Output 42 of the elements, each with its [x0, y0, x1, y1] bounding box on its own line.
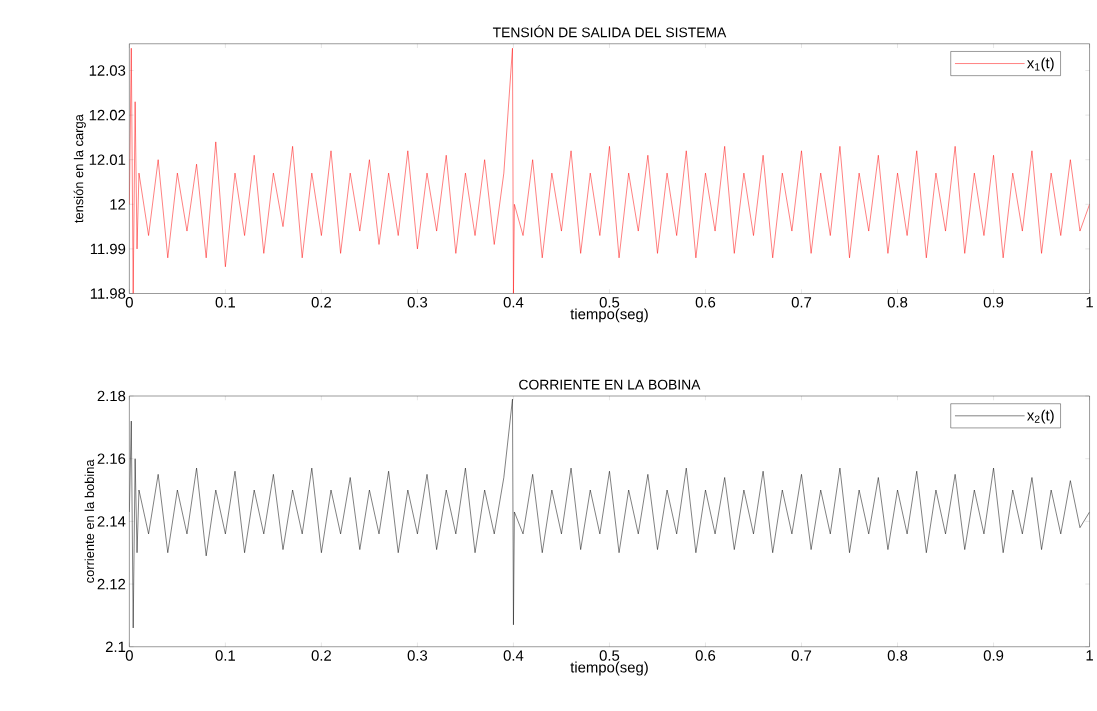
x-tick-label: 0.1 [215, 296, 235, 308]
chart-title: TENSIÓN DE SALIDA DEL SISTEMA [492, 24, 727, 38]
x-tick-label: 0.2 [311, 650, 331, 661]
y-tick-label: 11.98 [90, 288, 126, 299]
y-tick-label: 12 [110, 198, 126, 210]
chart-title: CORRIENTE EN LA BOBINA [519, 379, 701, 390]
x-tick-label: 0.7 [791, 296, 812, 308]
y-tick-label: 2.14 [97, 515, 126, 527]
x-tick-label: 0.3 [407, 296, 428, 308]
x-tick-label: 0.8 [887, 296, 908, 308]
y-tick-label: 12.03 [89, 65, 126, 76]
x-axis-title: tiempo(seg) [570, 308, 648, 323]
y-tick-label: 2.1 [105, 641, 126, 652]
line-series [129, 47, 1090, 294]
x-tick-label: 1 [1086, 650, 1093, 661]
legend-label: x$_{1}$(t) [1027, 57, 1054, 72]
x-tick-label: 0.4 [503, 650, 524, 661]
y-tick-label: 2.18 [97, 390, 126, 402]
y-axis-title: tensión en la carga [73, 114, 86, 223]
x-tick-label: 0.5 [599, 650, 620, 661]
x-tick-label: 0.8 [887, 650, 908, 661]
y-tick-label: 12.01 [89, 154, 126, 165]
x-tick-label: 0.1 [215, 650, 235, 661]
y-tick-label: 11.99 [90, 243, 126, 254]
x-tick-label: 0.3 [407, 650, 428, 661]
x-tick-label: 0 [125, 650, 133, 661]
x-tick-label: 0.9 [983, 296, 1004, 308]
x-tick-label: 0.4 [503, 296, 524, 308]
x-tick-label: 0.7 [791, 650, 812, 661]
x-tick-label: 0.2 [311, 296, 331, 308]
legend-label: x$_{2}$(t) [1027, 409, 1054, 424]
y-tick-label: 12.02 [89, 109, 126, 121]
x-tick-label: 0.6 [695, 650, 716, 661]
x-tick-label: 0.9 [983, 650, 1004, 661]
y-tick-label: 2.16 [97, 453, 126, 464]
x-tick-label: 0.5 [599, 296, 620, 308]
x-tick-label: 0 [125, 296, 133, 308]
y-axis-title: corriente en la bobina [84, 459, 95, 583]
y-tick-label: 2.12 [97, 578, 126, 590]
x-tick-label: 0.6 [695, 296, 716, 308]
x-axis-title: tiempo(seg) [570, 661, 648, 676]
x-tick-label: 1 [1086, 296, 1093, 308]
